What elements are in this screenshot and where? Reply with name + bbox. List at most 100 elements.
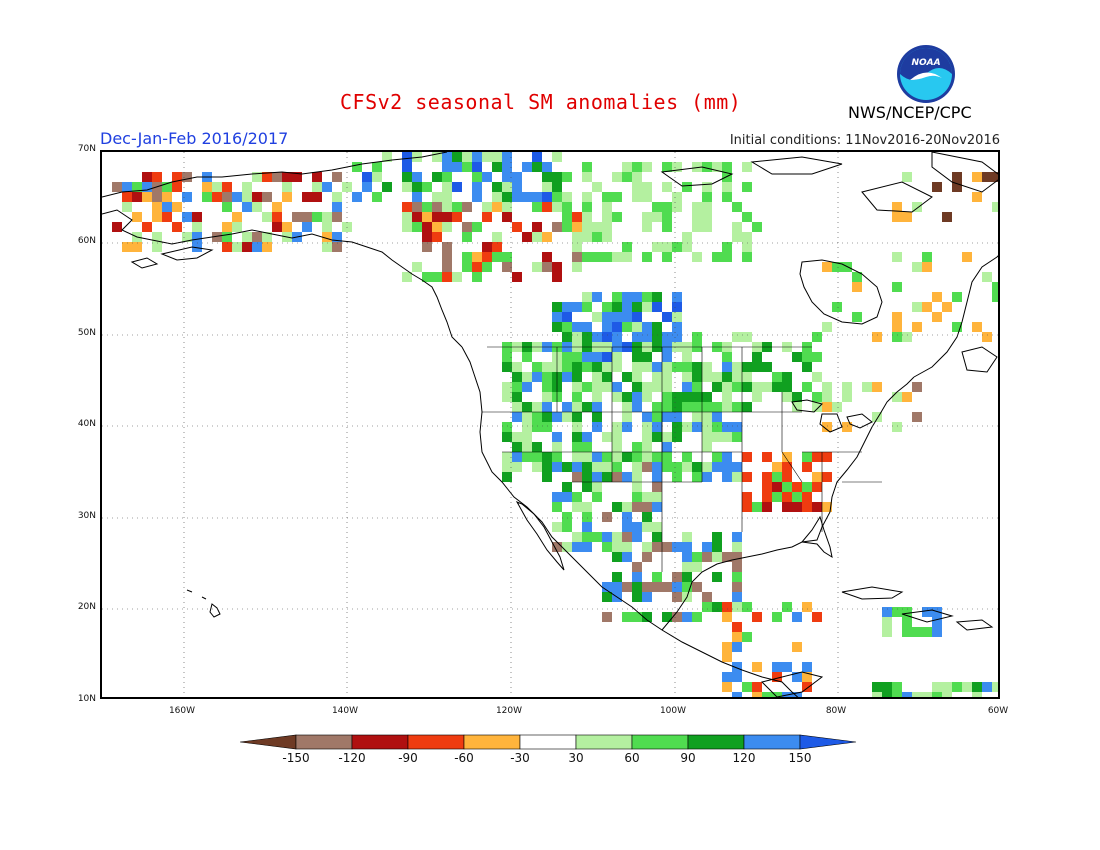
anomaly-cell — [652, 492, 662, 502]
anomaly-cell — [302, 212, 312, 222]
anomaly-cell — [422, 212, 432, 222]
anomaly-cell — [612, 462, 622, 472]
anomaly-cell — [892, 322, 902, 332]
anomaly-cell — [732, 672, 742, 682]
anomaly-cell — [552, 302, 562, 312]
anomaly-cell — [702, 212, 712, 222]
anomaly-cell — [942, 302, 952, 312]
anomaly-cell — [662, 242, 672, 252]
anomaly-cell — [302, 192, 312, 202]
anomaly-cell — [632, 162, 642, 172]
anomaly-cell — [282, 182, 292, 192]
anomaly-cell — [512, 402, 522, 412]
anomaly-cell — [232, 222, 242, 232]
anomaly-cell — [942, 212, 952, 222]
anomaly-cell — [582, 212, 592, 222]
anomaly-cell — [652, 242, 662, 252]
anomaly-cell — [682, 362, 692, 372]
anomaly-cell — [732, 552, 742, 562]
anomaly-cell — [502, 182, 512, 192]
anomaly-cell — [622, 472, 632, 482]
anomaly-cell — [732, 362, 742, 372]
anomaly-cell — [572, 402, 582, 412]
anomaly-cell — [642, 592, 652, 602]
anomaly-cell — [622, 512, 632, 522]
map-title: CFSv2 seasonal SM anomalies (mm) — [340, 90, 742, 114]
anomaly-cell — [652, 202, 662, 212]
anomaly-cell — [922, 252, 932, 262]
colorbar-swatch — [463, 734, 521, 750]
anomaly-cell — [192, 242, 202, 252]
anomaly-cell — [852, 312, 862, 322]
anomaly-cell — [592, 362, 602, 372]
anomaly-cell — [442, 152, 452, 162]
anomaly-cell — [222, 192, 232, 202]
anomaly-cell — [592, 472, 602, 482]
anomaly-cell — [262, 192, 272, 202]
anomaly-cell — [442, 262, 452, 272]
anomaly-cell — [612, 532, 622, 542]
anomaly-cell — [872, 682, 882, 692]
anomaly-cell — [722, 672, 732, 682]
anomaly-cell — [162, 202, 172, 212]
anomaly-cell — [582, 502, 592, 512]
anomaly-cell — [712, 162, 722, 172]
lon-label-60w: 60W — [987, 706, 1009, 716]
anomaly-cell — [652, 472, 662, 482]
anomaly-cell — [552, 222, 562, 232]
anomaly-cell — [612, 292, 622, 302]
anomaly-cell — [172, 222, 182, 232]
lat-label-60n: 60N — [77, 236, 96, 246]
anomaly-cell — [812, 332, 822, 342]
anomaly-cell — [662, 402, 672, 412]
anomaly-cell — [212, 232, 222, 242]
anomaly-cell — [742, 502, 752, 512]
anomaly-cell — [472, 262, 482, 272]
anomaly-cell — [632, 362, 642, 372]
anomaly-cell — [742, 382, 752, 392]
anomaly-cell — [672, 592, 682, 602]
anomaly-cell — [612, 502, 622, 512]
anomaly-cell — [982, 682, 992, 692]
anomaly-cell — [682, 382, 692, 392]
anomaly-cell — [452, 202, 462, 212]
anomaly-cell — [732, 532, 742, 542]
anomaly-cell — [632, 442, 642, 452]
anomaly-cell — [602, 582, 612, 592]
anomaly-cell — [412, 182, 422, 192]
anomaly-cell — [692, 222, 702, 232]
anomaly-cell — [362, 182, 372, 192]
anomaly-cell — [852, 282, 862, 292]
anomaly-cell — [742, 212, 752, 222]
anomaly-cell — [952, 172, 962, 182]
anomaly-cell — [202, 192, 212, 202]
anomaly-cell — [672, 542, 682, 552]
anomaly-cell — [702, 542, 712, 552]
anomaly-cell — [812, 482, 822, 492]
anomaly-cell — [972, 682, 982, 692]
anomaly-cell — [172, 182, 182, 192]
anomaly-cell — [772, 382, 782, 392]
anomaly-cell — [652, 402, 662, 412]
anomaly-cell — [732, 462, 742, 472]
anomaly-cell — [652, 422, 662, 432]
anomaly-cell — [542, 182, 552, 192]
anomaly-cell — [622, 372, 632, 382]
anomaly-cell — [532, 162, 542, 172]
anomaly-cell — [622, 402, 632, 412]
anomaly-cell — [892, 252, 902, 262]
anomaly-cell — [642, 452, 652, 462]
anomaly-cell — [432, 202, 442, 212]
anomaly-cell — [742, 452, 752, 462]
anomaly-cell — [902, 692, 912, 697]
anomaly-cell — [142, 182, 152, 192]
anomaly-cell — [632, 472, 642, 482]
anomaly-cell — [682, 532, 692, 542]
anomaly-cell — [922, 692, 932, 697]
anomaly-cell — [582, 202, 592, 212]
anomaly-cell — [812, 502, 822, 512]
anomaly-cell — [812, 402, 822, 412]
anomaly-cell — [522, 432, 532, 442]
anomaly-cell — [642, 362, 652, 372]
anomaly-cell — [372, 162, 382, 172]
